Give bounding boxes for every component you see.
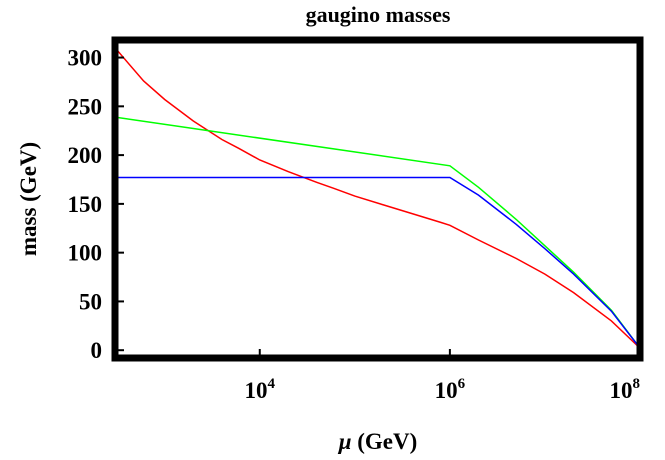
plot-area: 104 106 108 0 50 100 150 200 250 300 xyxy=(68,36,644,403)
y-tick-label-3: 100 xyxy=(68,241,103,266)
series-line-3 xyxy=(115,176,641,349)
x-axis-label: μ (GeV) xyxy=(338,429,418,454)
series-line-1 xyxy=(114,47,641,349)
y-axis-ticks: 0 50 100 150 200 250 300 xyxy=(68,46,124,363)
x-tick-label-2: 106 xyxy=(435,376,466,403)
x-axis-label-unit: (GeV) xyxy=(357,429,417,454)
y-tick-label-2: 50 xyxy=(79,289,102,314)
x-tick-label-3: 108 xyxy=(610,376,641,403)
plot-frame xyxy=(111,36,644,362)
y-tick-label-1: 0 xyxy=(91,338,103,363)
x-axis-ticks: 104 106 108 xyxy=(245,349,641,403)
chart-title: gaugino masses xyxy=(306,2,451,27)
x-tick-label-1: 104 xyxy=(245,376,276,403)
y-tick-label-7: 300 xyxy=(68,46,103,71)
y-tick-label-5: 200 xyxy=(68,143,103,168)
y-tick-label-4: 150 xyxy=(68,192,103,217)
series-layer xyxy=(114,47,641,349)
y-tick-label-6: 250 xyxy=(68,94,103,119)
series-line-2 xyxy=(114,116,641,349)
x-axis-label-symbol: μ xyxy=(338,429,352,454)
y-axis-label: mass (GeV) xyxy=(16,142,41,256)
